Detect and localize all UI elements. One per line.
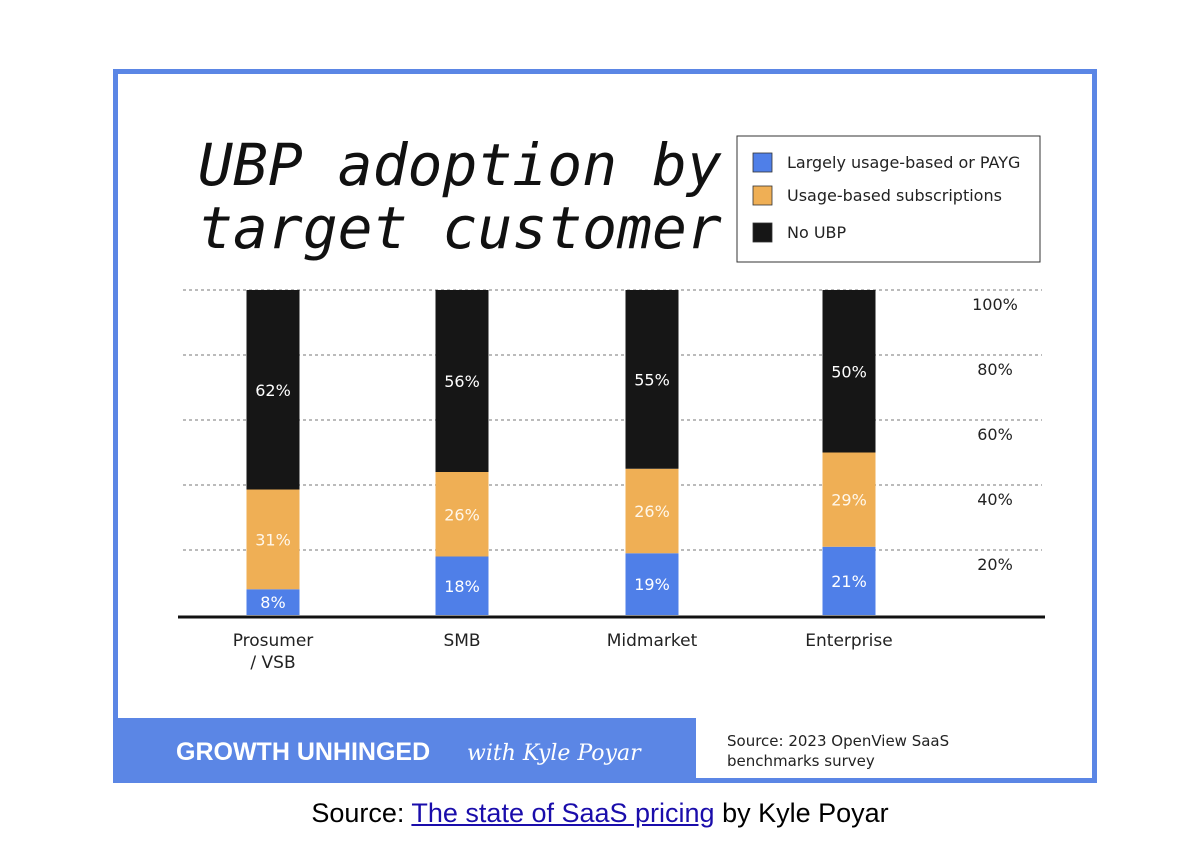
- x-tick-labels: Prosumer/ VSB SMB Midmarket Enterprise: [233, 631, 893, 673]
- bar-segment: [246, 489, 300, 590]
- bar-segment: [246, 589, 300, 615]
- y-tick-label: 80%: [977, 360, 1013, 379]
- footer-brand-suffix: with Kyle Poyar: [467, 741, 642, 766]
- legend-swatch: [752, 185, 773, 206]
- bar-segment: [435, 290, 489, 472]
- data-label: 62%: [255, 381, 291, 400]
- footer-source-line-1: Source: 2023 OpenView SaaS: [727, 732, 949, 750]
- data-label: 26%: [634, 502, 670, 521]
- data-label: 21%: [831, 572, 867, 591]
- caption-link[interactable]: The state of SaaS pricing: [411, 798, 715, 828]
- data-label: 50%: [831, 362, 867, 381]
- x-tick-label: / VSB: [250, 653, 295, 673]
- x-tick-label: Midmarket: [607, 631, 698, 651]
- bar-segment: [625, 468, 679, 554]
- data-label: 18%: [444, 577, 480, 596]
- footer-brand: GROWTH UNHINGED: [176, 738, 430, 766]
- footer-source-line-2: benchmarks survey: [727, 752, 875, 770]
- data-label: 26%: [444, 505, 480, 524]
- legend-swatch: [752, 152, 773, 173]
- bar-segment: [435, 556, 489, 615]
- caption-suffix: by Kyle Poyar: [714, 798, 889, 828]
- data-label: 56%: [444, 372, 480, 391]
- x-tick-label: Enterprise: [805, 631, 892, 651]
- y-tick-labels: 20% 40% 60% 80% 100%: [972, 295, 1018, 574]
- bar-segment: [822, 290, 876, 453]
- legend-label: Usage-based subscriptions: [787, 186, 1002, 205]
- bar-segment: [435, 472, 489, 557]
- bar-segment: [625, 553, 679, 615]
- y-tick-label: 60%: [977, 425, 1013, 444]
- y-tick-label: 100%: [972, 295, 1018, 314]
- image-caption: Source: The state of SaaS pricing by Kyl…: [0, 798, 1200, 829]
- data-label: 31%: [255, 530, 291, 549]
- caption-prefix: Source:: [311, 798, 412, 828]
- x-tick-label: Prosumer: [233, 631, 314, 651]
- legend-box: [736, 135, 1041, 263]
- data-label: 19%: [634, 575, 670, 594]
- legend-swatch: [752, 222, 773, 243]
- chart-title-line-2: target customer: [198, 194, 722, 262]
- bars: 8% 31% 62% 18% 26% 56% 19% 26% 55% 21% 29% 50%: [246, 290, 876, 615]
- bar-segment: [625, 290, 679, 469]
- footer-banner: [118, 718, 696, 780]
- y-tick-label: 40%: [977, 490, 1013, 509]
- data-label: 29%: [831, 491, 867, 510]
- x-tick-label: SMB: [443, 631, 480, 651]
- bar-segment: [246, 290, 300, 490]
- legend-label: Largely usage-based or PAYG: [787, 153, 1020, 172]
- bar-segment: [822, 546, 876, 615]
- data-label: 8%: [260, 593, 285, 612]
- bar-segment: [822, 452, 876, 547]
- gridlines: [183, 289, 1042, 551]
- legend-label: No UBP: [787, 223, 847, 242]
- data-label: 55%: [634, 370, 670, 389]
- chart-title-line-1: UBP adoption by: [198, 131, 722, 199]
- y-tick-label: 20%: [977, 555, 1013, 574]
- legend: Largely usage-based or PAYG Usage-based s…: [752, 152, 1020, 243]
